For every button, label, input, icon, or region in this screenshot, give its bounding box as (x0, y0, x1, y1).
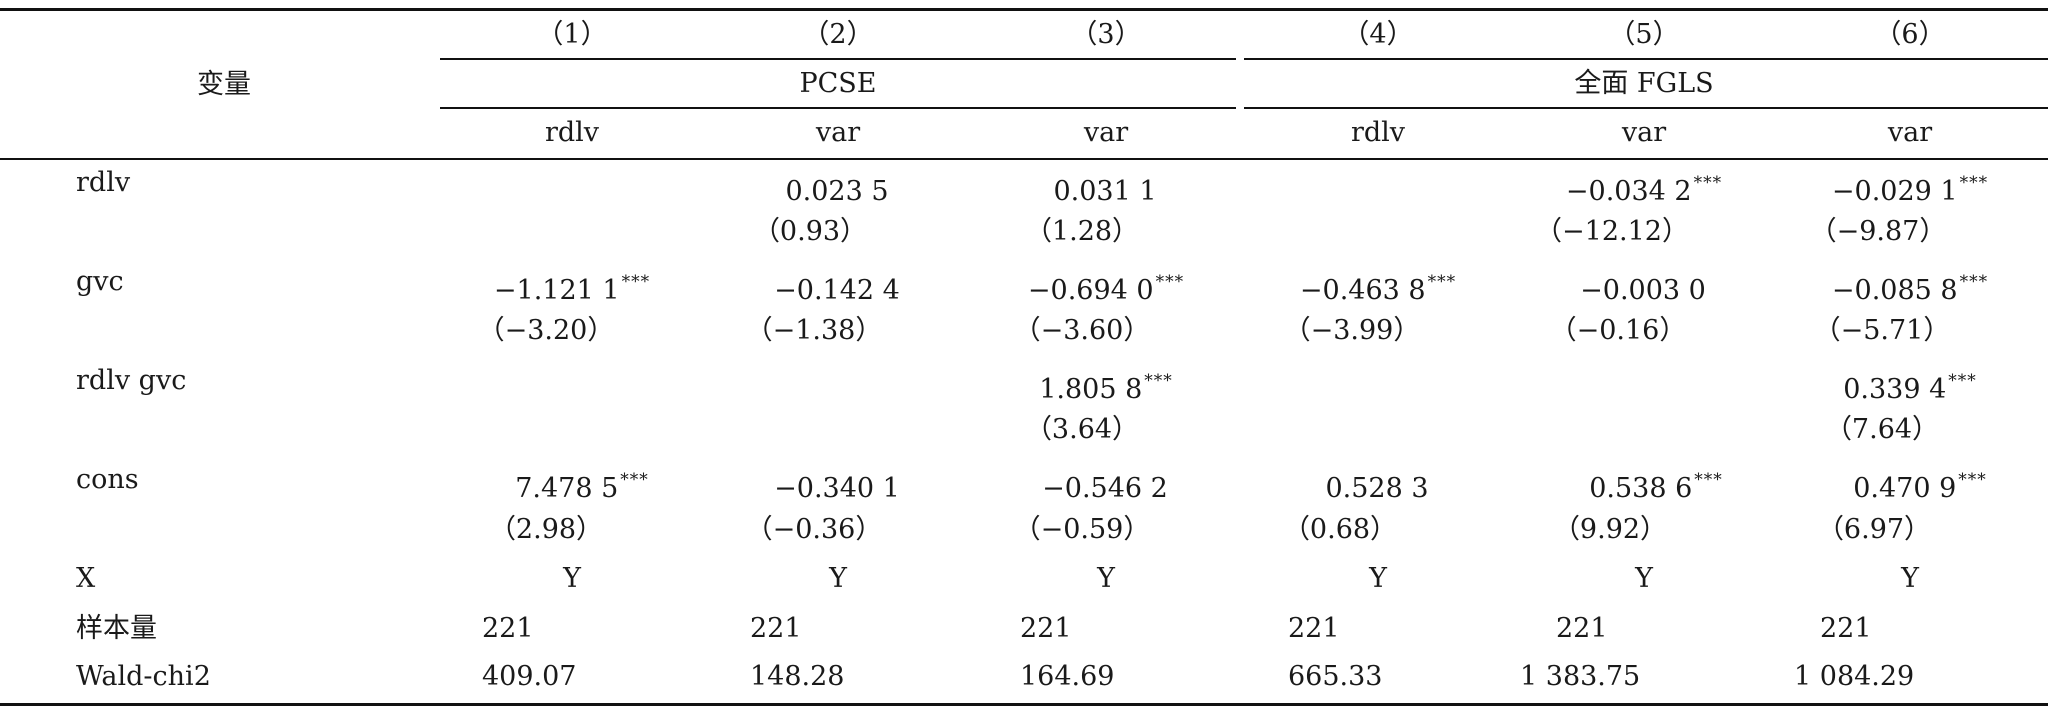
wald-value-4: 665.33 (1288, 661, 1383, 692)
pcse-rule-upper (440, 58, 1236, 60)
x-value-4: Y (1369, 563, 1387, 594)
cons-t-2: （−0.36） (745, 514, 883, 545)
x-value-2: Y (829, 563, 847, 594)
cons-coef-2: −0.340 1 (774, 473, 900, 504)
n-value-4: 221 (1288, 613, 1340, 644)
dep-var-1: rdlv (544, 117, 600, 148)
col-number-2: （2） (802, 19, 874, 50)
wald-value-3: 164.69 (1020, 661, 1115, 692)
n-value-3: 221 (1020, 613, 1072, 644)
stub-header: 变量 (197, 69, 251, 100)
gvc-coef-1: −1.121 1 *** (493, 272, 651, 306)
rdlv-t-2: （0.93） (752, 216, 868, 247)
gvc-t-3: （−3.60） (1013, 315, 1151, 346)
rdlv-gvc-t-3: （3.64） (1024, 414, 1140, 445)
dep-var-6: var (1887, 117, 1933, 148)
gvc-coef-3: −0.694 0 *** (1027, 272, 1185, 306)
rdlv-t-6: （−9.87） (1809, 216, 1947, 247)
gvc-t-2: （−1.38） (745, 315, 883, 346)
gvc-coef-2: −0.142 4 (774, 275, 900, 306)
n-value-6: 221 (1820, 613, 1872, 644)
wald-value-2: 148.28 (750, 661, 845, 692)
x-value-6: Y (1901, 563, 1919, 594)
bottom-rule (0, 703, 2048, 706)
n-value-2: 221 (750, 613, 802, 644)
cons-t-5: （9.92） (1552, 514, 1668, 545)
col-number-3: （3） (1070, 19, 1142, 50)
n-value-1: 221 (482, 613, 534, 644)
gvc-t-5: （−0.16） (1549, 315, 1687, 346)
gvc-coef-6: −0.085 8 *** (1831, 272, 1989, 306)
cons-coef-1: 7.478 5 *** (515, 470, 649, 504)
col-number-6: （6） (1874, 19, 1946, 50)
gvc-coef-5: −0.003 0 (1580, 275, 1706, 306)
row-label-rdlv-gvc: rdlv gvc (76, 365, 187, 396)
row-label-x: X (76, 563, 96, 594)
header-bottom-rule (0, 158, 2048, 160)
gvc-t-1: （−3.20） (477, 315, 615, 346)
rdlv-t-5: （−12.12） (1535, 216, 1689, 247)
row-label-wald-chi2: Wald-chi2 (76, 661, 211, 692)
group-header-pcse: PCSE (799, 68, 877, 99)
n-value-5: 221 (1556, 613, 1608, 644)
rdlv-t-3: （1.28） (1024, 216, 1140, 247)
rdlv-gvc-coef-3: 1.805 8 *** (1039, 371, 1173, 405)
x-value-3: Y (1097, 563, 1115, 594)
wald-value-1: 409.07 (482, 661, 577, 692)
col-number-4: （4） (1342, 19, 1414, 50)
fgls-rule-upper (1244, 58, 2048, 60)
cons-coef-4: 0.528 3 (1325, 473, 1429, 504)
row-label-cons: cons (76, 464, 139, 495)
rdlv-coef-5: −0.034 2 *** (1565, 173, 1723, 207)
cons-t-3: （−0.59） (1013, 514, 1151, 545)
cons-t-1: （2.98） (488, 514, 604, 545)
cons-t-4: （0.68） (1282, 514, 1398, 545)
top-rule (0, 8, 2048, 11)
rdlv-gvc-t-6: （7.64） (1824, 414, 1940, 445)
cons-t-6: （6.97） (1816, 514, 1932, 545)
row-label-sample-size: 样本量 (76, 613, 157, 644)
wald-value-6: 1 084.29 (1794, 661, 1915, 692)
group-header-fgls: 全面 FGLS (1574, 68, 1714, 99)
row-label-gvc: gvc (76, 266, 124, 297)
dep-var-2: var (815, 117, 861, 148)
col-number-5: （5） (1608, 19, 1680, 50)
pcse-rule-lower (440, 107, 1236, 109)
col-number-1: （1） (536, 19, 608, 50)
wald-value-5: 1 383.75 (1520, 661, 1641, 692)
dep-var-3: var (1083, 117, 1129, 148)
dep-var-4: rdlv (1350, 117, 1406, 148)
rdlv-gvc-coef-6: 0.339 4 *** (1843, 371, 1977, 405)
gvc-coef-4: −0.463 8 *** (1299, 272, 1457, 306)
row-label-rdlv: rdlv (76, 167, 131, 198)
x-value-1: Y (563, 563, 581, 594)
x-value-5: Y (1635, 563, 1653, 594)
fgls-rule-lower (1244, 107, 2048, 109)
rdlv-coef-2: 0.023 5 (785, 176, 889, 207)
cons-coef-6: 0.470 9 *** (1853, 470, 1987, 504)
rdlv-coef-6: −0.029 1 *** (1831, 173, 1989, 207)
rdlv-coef-3: 0.031 1 (1053, 176, 1157, 207)
gvc-t-6: （−5.71） (1813, 315, 1951, 346)
cons-coef-5: 0.538 6 *** (1589, 470, 1723, 504)
cons-coef-3: −0.546 2 (1042, 473, 1168, 504)
dep-var-5: var (1621, 117, 1667, 148)
gvc-t-4: （−3.99） (1283, 315, 1421, 346)
